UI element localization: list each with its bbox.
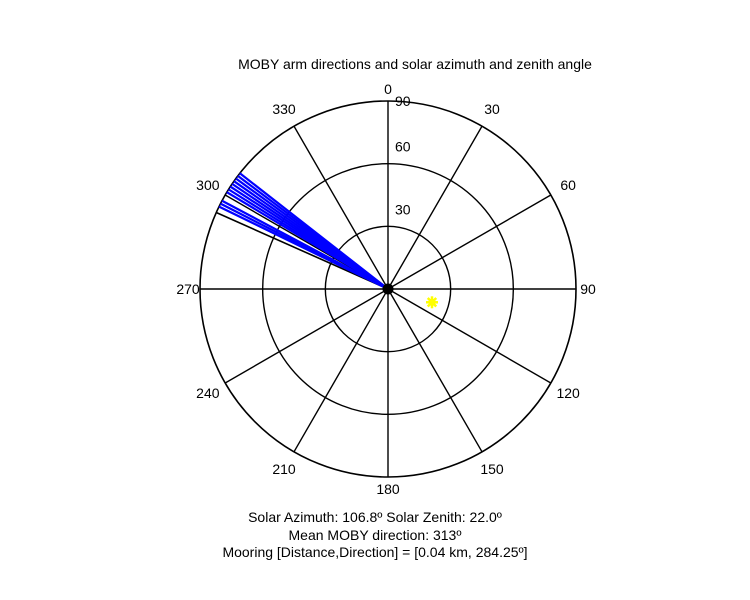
radial-tick-label-30: 30: [395, 201, 411, 217]
angle-tick-label-120: 120: [556, 385, 580, 401]
angle-tick-label-300: 300: [196, 177, 220, 193]
polar-grid: [199, 100, 577, 478]
angle-tick-label-240: 240: [196, 385, 220, 401]
angle-tick-label-180: 180: [376, 481, 400, 497]
mean-direction-text: Mean MOBY direction: 313º: [288, 527, 462, 543]
polar-labels: 0 30 60 90 120 150 180 210 240 270 300 330 30 60 90: [176, 81, 596, 497]
angle-tick-label-60: 60: [560, 177, 576, 193]
radial-tick-label-60: 60: [395, 139, 411, 155]
arm-direction-line-10: [239, 172, 389, 290]
angle-tick-label-210: 210: [272, 461, 296, 477]
grid-spoke-60: [387, 194, 552, 290]
mooring-info-text: Mooring [Distance,Direction] = [0.04 km,…: [222, 544, 528, 560]
solar-info-text: Solar Azimuth: 106.8º Solar Zenith: 22.0…: [248, 509, 502, 525]
angle-tick-label-150: 150: [480, 461, 504, 477]
arm-direction-line-2: [221, 199, 389, 290]
angle-tick-label-330: 330: [272, 101, 296, 117]
grid-spoke-240: [224, 288, 389, 384]
polar-marks: [215, 172, 438, 309]
angle-tick-label-30: 30: [484, 101, 500, 117]
chart-title: MOBY arm directions and solar azimuth an…: [238, 56, 592, 72]
grid-spoke-30: [387, 125, 483, 290]
sun-marker: [425, 296, 438, 309]
angle-tick-label-0: 0: [384, 81, 392, 97]
radial-tick-label-90: 90: [395, 93, 411, 109]
grid-spoke-150: [387, 288, 483, 453]
angle-tick-label-270: 270: [176, 281, 200, 297]
grid-spoke-120: [387, 288, 552, 384]
center-marker: [382, 283, 394, 295]
grid-spoke-210: [293, 288, 389, 453]
grid-spoke-330: [293, 125, 389, 290]
angle-tick-label-90: 90: [580, 281, 596, 297]
